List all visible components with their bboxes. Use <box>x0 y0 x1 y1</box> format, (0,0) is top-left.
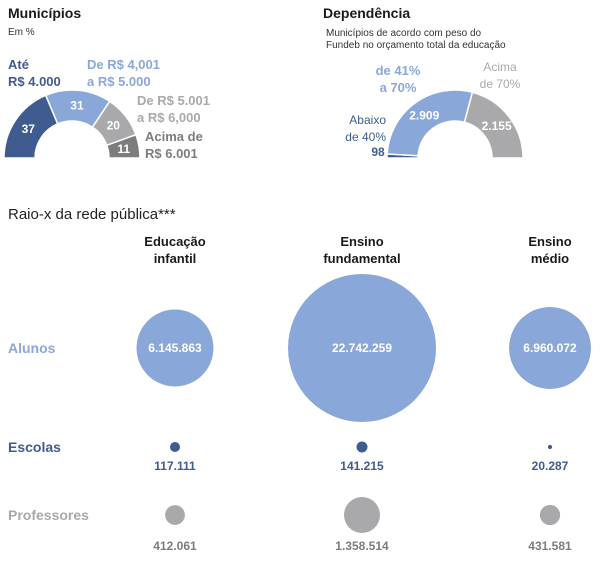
bubble-label-professores-1: 1.358.514 <box>335 539 389 553</box>
raio-x-title: Raio-x da rede pública*** <box>8 206 176 223</box>
municipios-label-5001-line-1: a R$ 6,000 <box>137 110 201 125</box>
municipios-label-6001-line-1: R$ 6.001 <box>145 146 198 161</box>
dependencia-label-41-line-0: de 41% <box>376 63 421 78</box>
column-header-0-line-0: Educação <box>144 234 205 249</box>
municipios-slice-value-0: 37 <box>22 122 36 136</box>
dependencia-label-abaixo-line-0: Abaixo <box>349 113 386 127</box>
bubble-escolas-0 <box>169 441 181 453</box>
dependencia-label-acima-line-0: Acima <box>483 60 517 74</box>
bubble-label-professores-0: 412.061 <box>153 539 197 553</box>
dependencia-chart: Dependência Municípios de acordo com pes… <box>323 5 524 159</box>
dependencia-subtitle-line2: Fundeb no orçamento total da educação <box>326 40 506 51</box>
municipios-subtitle: Em % <box>8 27 35 38</box>
municipios-label-6001-line-0: Acima de <box>145 129 203 144</box>
dependencia-slice-value-1: 2.909 <box>409 108 439 122</box>
municipios-slice-3 <box>105 133 141 159</box>
bubble-alunos-0 <box>136 309 214 387</box>
row-label-alunos: Alunos <box>8 340 56 356</box>
column-header-1-line-1: fundamental <box>323 251 400 266</box>
municipios-slice-value-3: 11 <box>117 142 130 156</box>
bubble-professores-1 <box>344 497 380 533</box>
municipios-label-ate-line-1: R$ 4.000 <box>8 74 61 89</box>
dependencia-label-acima-line-1: de 70% <box>480 77 521 91</box>
municipios-slice-value-2: 20 <box>107 119 121 133</box>
bubble-label-alunos-1: 22.742.259 <box>332 341 392 355</box>
bubble-label-escolas-0: 117.111 <box>154 459 196 473</box>
column-header-0-line-1: infantil <box>154 251 197 266</box>
bubble-label-escolas-2: 20.287 <box>532 459 569 473</box>
municipios-label-5001-line-0: De R$ 5.001 <box>137 93 210 108</box>
bubble-escolas-1 <box>356 441 368 453</box>
bubble-alunos-2 <box>509 307 591 389</box>
row-label-escolas: Escolas <box>8 439 61 455</box>
dependencia-slice-value-0: 98 <box>371 145 385 159</box>
dependencia-label-41-line-1: a 70% <box>380 80 417 95</box>
bubble-label-professores-2: 431.581 <box>528 539 572 553</box>
bubble-label-alunos-0: 6.145.863 <box>148 341 202 355</box>
bubble-professores-2 <box>539 504 561 526</box>
municipios-slice-labels: Até R$ 4.000 De R$ 4,001 a R$ 5.000 De R$ 5.… <box>8 57 210 161</box>
dependencia-slice-labels: Abaixo de 40% de 41% a 70% Acima de 70% <box>345 60 520 144</box>
municipios-chart: Municípios Em % 37 31 20 11 Até R$ 4.000 De R… <box>3 5 210 161</box>
dependencia-title: Dependência <box>323 5 410 21</box>
municipios-donut: 37 31 20 11 <box>3 89 141 159</box>
row-label-professores: Professores <box>8 507 89 523</box>
municipios-label-4001-line-1: a R$ 5.000 <box>87 74 151 89</box>
bubble-label-escolas-1: 141.215 <box>340 459 384 473</box>
dependencia-slice-value-2: 2.155 <box>482 119 512 133</box>
municipios-label-4001-line-0: De R$ 4,001 <box>87 57 160 72</box>
raio-x-bubbles: Educação infantil Ensino fundamental Ensino m… <box>8 234 591 553</box>
dependencia-donut: 98 2.909 2.155 <box>371 89 524 159</box>
bubble-label-alunos-2: 6.960.072 <box>523 341 577 355</box>
raio-x-chart: Raio-x da rede pública*** Educação infant… <box>8 206 591 553</box>
bubble-escolas-2 <box>547 444 553 450</box>
column-header-1-line-0: Ensino <box>340 234 383 249</box>
dependencia-label-abaixo-line-1: de 40% <box>345 130 386 144</box>
municipios-label-ate-line-0: Até <box>8 57 29 72</box>
municipios-title: Municípios <box>8 5 81 21</box>
dependencia-slice-2 <box>463 91 524 159</box>
column-header-2-line-0: Ensino <box>528 234 571 249</box>
dependencia-subtitle-line1: Municípios de acordo com peso do <box>326 28 482 39</box>
bubble-alunos-1 <box>288 274 436 422</box>
dependencia-slice-1 <box>386 89 474 157</box>
bubble-professores-0 <box>165 505 185 525</box>
municipios-slice-value-1: 31 <box>70 99 84 113</box>
column-header-2-line-1: médio <box>531 251 569 266</box>
